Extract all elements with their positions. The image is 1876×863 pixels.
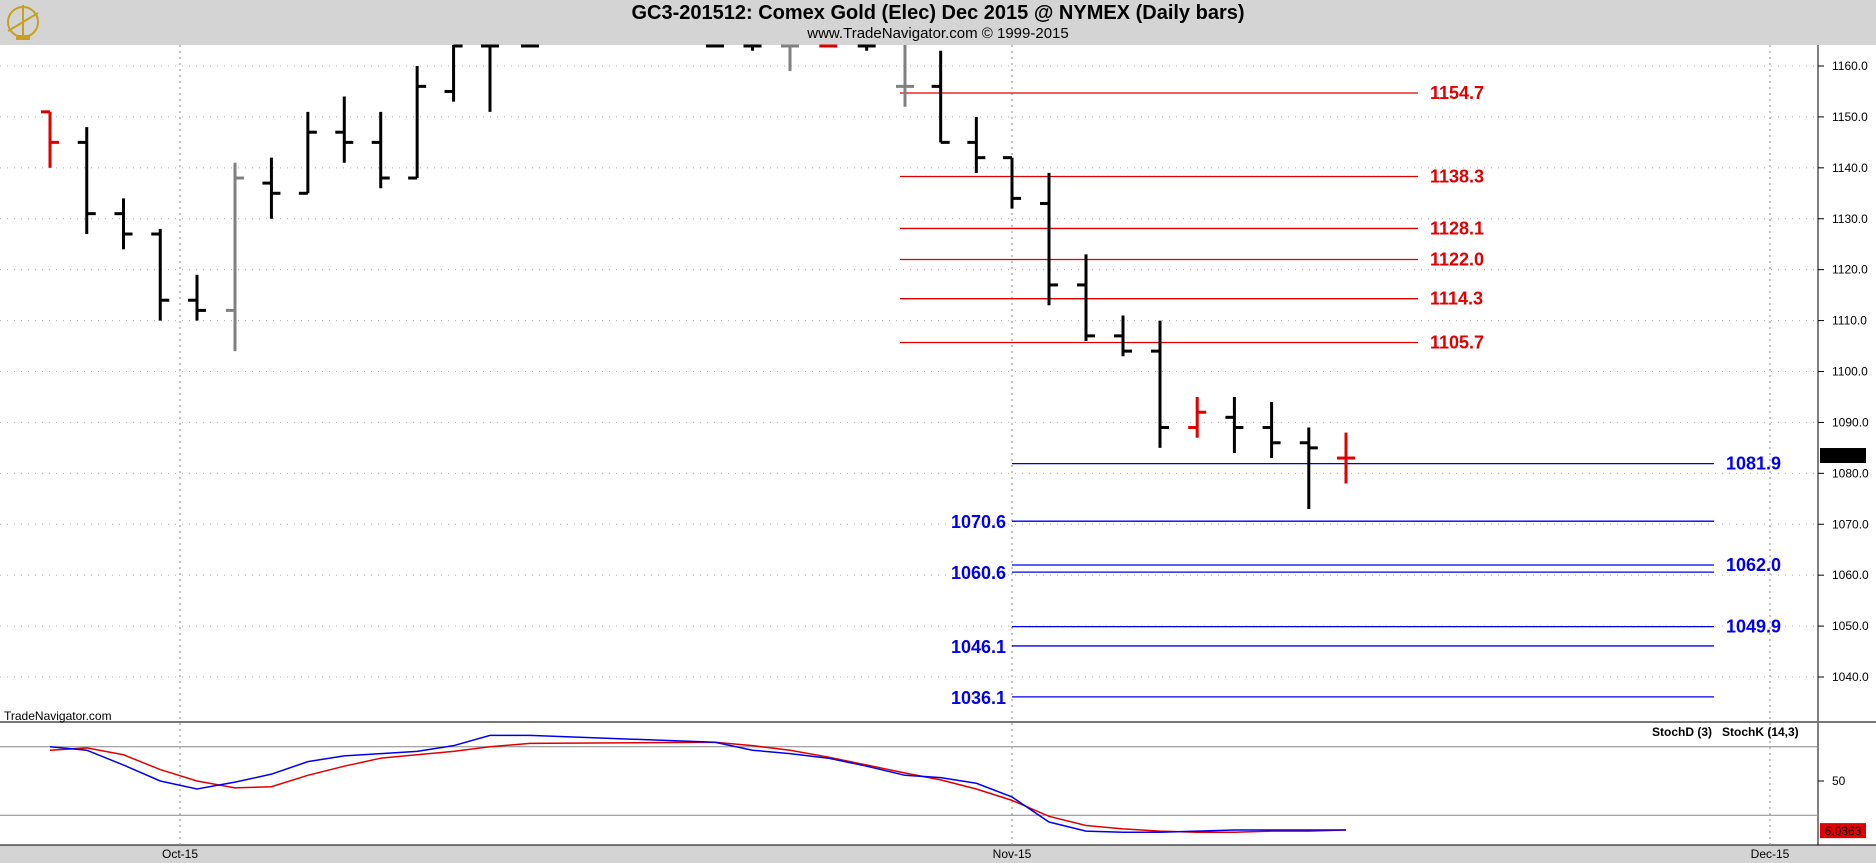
ohlc-bar (1151, 320, 1169, 448)
ohlc-bar (819, 44, 838, 48)
support-label: 1049.9 (1726, 617, 1781, 637)
ohlc-bar (1262, 402, 1281, 459)
price-tick-label: 1110.0 (1832, 314, 1867, 328)
x-tick-label: Dec-15 (1751, 847, 1790, 861)
ohlc-bar (188, 274, 206, 321)
stoch-value-marker (1820, 823, 1866, 839)
trade-navigator-logo (7, 5, 39, 40)
ohlc-bar (371, 111, 390, 189)
price-tick-label: 1160.0 (1832, 59, 1868, 73)
ohlc-bar (857, 44, 876, 51)
resistance-label: 1122.0 (1430, 249, 1484, 269)
resistance-label: 1114.3 (1430, 289, 1483, 309)
ohlc-bar (896, 45, 914, 107)
price-tick-label: 1090.0 (1832, 415, 1869, 429)
ohlc-bar (521, 44, 539, 48)
ohlc-bar (1299, 427, 1318, 509)
price-tick-label: 1130.0 (1832, 212, 1868, 226)
x-tick-label: Oct-15 (162, 847, 198, 861)
ohlc-bar (967, 116, 986, 173)
x-tick-label: Nov-15 (993, 847, 1032, 861)
price-tick-label: 1070.0 (1832, 517, 1869, 531)
stochastic-panel (0, 722, 1818, 845)
ohlc-bar (151, 228, 170, 321)
support-label: 1062.0 (1726, 555, 1781, 575)
ohlc-bar (262, 157, 281, 219)
ohlc-bar (1114, 315, 1132, 357)
ohlc-bar (1040, 172, 1058, 306)
resistance-label: 1154.7 (1430, 83, 1484, 103)
price-tick-label: 1060.0 (1832, 568, 1869, 582)
ohlc-bar (408, 66, 427, 180)
stoch-tick-label: 50 (1832, 774, 1846, 788)
resistance-label: 1128.1 (1430, 218, 1484, 238)
last-price-label: 1083.4 (1825, 449, 1862, 463)
legend-stochd: StochD (3) (1652, 725, 1712, 739)
watermark: TradeNavigator.com (4, 709, 112, 723)
legend-stochk: StochK (14,3) (1722, 725, 1799, 739)
price-tick-label: 1150.0 (1832, 110, 1868, 124)
ohlc-bar (481, 44, 499, 112)
stoch-value-label: 6.0363 (1825, 824, 1862, 838)
ohlc-bar (114, 198, 133, 250)
support-label: 1036.1 (951, 688, 1006, 708)
ohlc-bar (444, 44, 463, 102)
support-label: 1070.6 (951, 512, 1006, 532)
price-tick-label: 1040.0 (1832, 670, 1869, 684)
resistance-label: 1105.7 (1430, 332, 1484, 352)
last-price-marker (1820, 448, 1866, 464)
chart-subtitle: www.TradeNavigator.com © 1999-2015 (807, 25, 1069, 42)
support-label: 1046.1 (951, 637, 1006, 657)
chart-title: GC3-201512: Comex Gold (Elec) Dec 2015 @… (631, 2, 1245, 24)
ohlc-bar (1188, 396, 1207, 438)
support-label: 1081.9 (1726, 454, 1781, 474)
price-tick-label: 1050.0 (1832, 619, 1869, 633)
ohlc-bar (226, 162, 244, 352)
price-tick-label: 1080.0 (1832, 466, 1869, 480)
support-label: 1060.6 (951, 563, 1006, 583)
ohlc-bar (706, 44, 724, 48)
stochk-line (49, 734, 1346, 834)
ohlc-bar (781, 44, 799, 72)
ohlc-bar (41, 110, 59, 168)
ohlc-bar (1077, 254, 1095, 341)
stochd-line (49, 741, 1347, 834)
price-tick-label: 1100.0 (1832, 365, 1868, 379)
ohlc-bar (1337, 432, 1355, 484)
ohlc-bar (743, 44, 762, 51)
price-panel (0, 45, 1818, 722)
price-axis (1818, 45, 1876, 845)
ohlc-bar (77, 127, 96, 235)
price-tick-label: 1140.0 (1832, 161, 1868, 175)
ohlc-bar (298, 111, 317, 195)
ohlc-bar (1225, 396, 1244, 453)
ohlc-bar (335, 96, 354, 163)
resistance-label: 1138.3 (1430, 166, 1484, 186)
price-tick-label: 1120.0 (1832, 263, 1868, 277)
ohlc-bar (931, 50, 950, 144)
ohlc-bar (1003, 156, 1021, 209)
